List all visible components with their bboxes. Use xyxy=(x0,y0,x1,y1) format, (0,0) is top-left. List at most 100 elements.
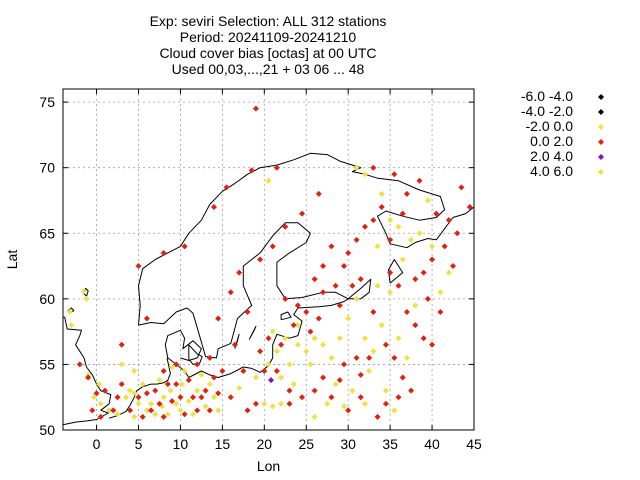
station-marker xyxy=(445,269,452,276)
station-marker xyxy=(424,295,431,302)
station-marker xyxy=(97,413,104,420)
station-marker xyxy=(164,411,171,418)
station-marker xyxy=(286,387,293,394)
station-marker xyxy=(118,381,125,388)
station-marker xyxy=(328,354,335,361)
station-marker xyxy=(91,394,98,401)
station-marker xyxy=(366,367,373,374)
station-marker xyxy=(429,341,436,348)
station-marker xyxy=(395,223,402,230)
x-tick-label: 15 xyxy=(215,436,231,452)
station-marker xyxy=(80,287,87,294)
station-marker xyxy=(311,413,318,420)
station-marker xyxy=(236,385,243,392)
station-marker xyxy=(299,210,306,217)
station-marker xyxy=(156,377,163,384)
station-marker xyxy=(412,302,419,309)
title-line-2: Period: 20241109-20241210 xyxy=(180,29,357,45)
station-marker xyxy=(143,315,150,322)
coastline-segment xyxy=(188,344,203,365)
station-marker xyxy=(206,381,213,388)
station-marker xyxy=(420,269,427,276)
station-marker xyxy=(311,276,318,283)
station-marker xyxy=(391,171,398,178)
station-marker xyxy=(303,308,310,315)
station-marker xyxy=(96,381,103,388)
station-marker xyxy=(139,381,146,388)
station-marker xyxy=(450,263,457,270)
station-marker xyxy=(307,328,314,335)
station-marker xyxy=(194,387,201,394)
station-marker xyxy=(378,204,385,211)
station-marker xyxy=(227,289,234,296)
station-marker xyxy=(353,164,360,171)
station-marker xyxy=(382,341,389,348)
station-marker xyxy=(269,328,276,335)
station-marker xyxy=(252,105,259,112)
station-marker xyxy=(240,367,247,374)
station-marker xyxy=(437,289,444,296)
station-marker xyxy=(387,217,394,224)
station-marker xyxy=(282,223,289,230)
station-marker xyxy=(97,400,104,407)
station-marker xyxy=(139,413,146,420)
station-marker xyxy=(403,308,410,315)
station-marker xyxy=(357,276,364,283)
x-tick-label: 40 xyxy=(424,436,440,452)
station-marker xyxy=(382,387,389,394)
station-marker xyxy=(215,407,222,414)
station-marker xyxy=(361,223,368,230)
station-marker xyxy=(437,308,444,315)
station-marker xyxy=(387,236,394,243)
station-marker xyxy=(169,398,176,405)
station-marker xyxy=(89,407,96,414)
station-marker xyxy=(466,204,473,211)
station-marker xyxy=(122,394,129,401)
station-marker xyxy=(278,341,285,348)
station-marker xyxy=(391,354,398,361)
station-marker xyxy=(336,377,343,384)
station-marker xyxy=(395,282,402,289)
station-marker xyxy=(408,236,415,243)
station-marker xyxy=(345,315,352,322)
station-marker xyxy=(391,407,398,414)
station-marker xyxy=(353,354,360,361)
station-marker xyxy=(282,295,289,302)
station-marker xyxy=(320,263,327,270)
station-marker xyxy=(399,256,406,263)
station-marker xyxy=(160,249,167,256)
station-marker xyxy=(315,315,322,322)
station-marker xyxy=(173,361,180,368)
legend-marker xyxy=(598,94,604,100)
station-marker xyxy=(320,289,327,296)
station-marker xyxy=(340,263,347,270)
station-marker xyxy=(210,394,217,401)
station-marker xyxy=(370,217,377,224)
station-marker xyxy=(210,204,217,211)
station-marker xyxy=(332,282,339,289)
station-marker xyxy=(106,407,113,414)
station-marker xyxy=(345,249,352,256)
station-marker xyxy=(361,335,368,342)
station-marker xyxy=(265,361,272,368)
station-marker xyxy=(198,394,205,401)
station-marker xyxy=(320,341,327,348)
station-marker xyxy=(290,381,297,388)
station-marker xyxy=(223,184,230,191)
station-marker xyxy=(366,354,373,361)
station-marker xyxy=(135,400,142,407)
station-marker xyxy=(382,400,389,407)
y-tick-label: 50 xyxy=(39,422,55,438)
station-marker xyxy=(294,341,301,348)
station-marker xyxy=(131,367,138,374)
station-marker xyxy=(433,210,440,217)
title-line-4: Used 00,03,...,21 + 03 06 ... 48 xyxy=(172,61,365,77)
title-line-3: Cloud cover bias [octas] at 00 UTC xyxy=(159,45,376,61)
station-marker xyxy=(164,381,171,388)
station-marker xyxy=(294,302,301,309)
station-marker xyxy=(236,269,243,276)
station-marker xyxy=(110,407,117,414)
x-tick-label: 5 xyxy=(135,436,143,452)
station-marker xyxy=(395,335,402,342)
station-marker xyxy=(273,164,280,171)
